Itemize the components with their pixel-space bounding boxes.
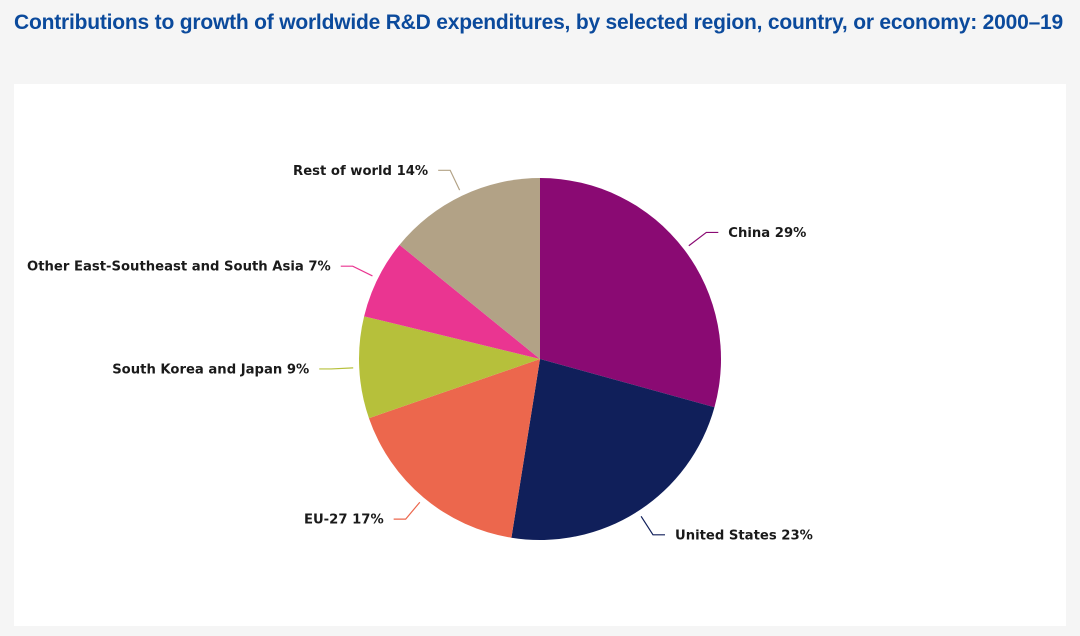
pie-chart: China 29% United States 23% EU-27 17% South… <box>27 164 813 544</box>
label-connector-china <box>688 231 719 247</box>
label-connectors <box>319 169 719 536</box>
slice-label-other-east-southeast-and-south-asia: Other East-Southeast and South Asia 7% <box>27 260 331 275</box>
pie-slice-other-east-southeast-and-south-asia[interactable] <box>364 244 540 359</box>
slice-labels: China 29% United States 23% EU-27 17% South… <box>27 164 813 544</box>
pie-slice-south-korea-and-japan[interactable] <box>358 316 540 419</box>
label-connector-other-east-southeast-and-south-asia <box>340 265 373 277</box>
label-connector-rest-of-world <box>438 169 461 191</box>
slice-label-eu-27: EU-27 17% <box>304 513 384 528</box>
pie-slice-china[interactable] <box>540 178 722 408</box>
slice-label-south-korea-and-japan: South Korea and Japan 9% <box>112 362 309 377</box>
pie-slice-eu-27[interactable] <box>368 359 540 538</box>
chart-title: Contributions to growth of worldwide R&D… <box>14 11 1064 34</box>
pie-slices <box>358 178 722 541</box>
slice-label-united-states: United States 23% <box>675 528 813 543</box>
label-connector-united-states <box>640 515 665 536</box>
pie-slice-rest-of-world[interactable] <box>399 178 540 359</box>
label-connector-south-korea-and-japan <box>319 367 354 370</box>
label-connector-eu-27 <box>393 501 421 520</box>
slice-label-rest-of-world: Rest of world 14% <box>293 164 428 179</box>
pie-slice-united-states[interactable] <box>511 359 715 541</box>
slice-label-china: China 29% <box>728 226 806 241</box>
chart-panel: China 29% United States 23% EU-27 17% South… <box>14 84 1066 626</box>
